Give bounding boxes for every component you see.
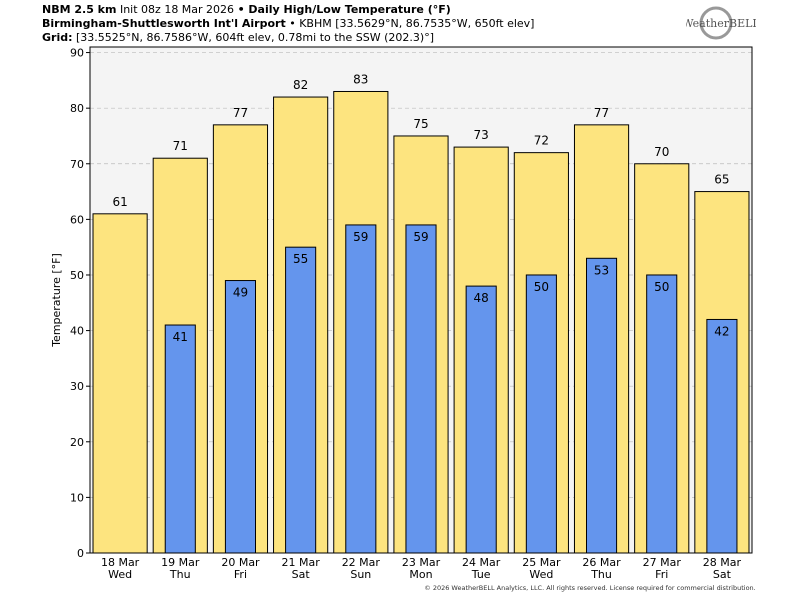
value-label: 61 [112, 195, 127, 209]
x-tick-weekday: Fri [234, 568, 247, 581]
y-tick-label: 90 [70, 47, 84, 60]
value-label: 55 [293, 252, 308, 266]
high-bar [92, 213, 148, 554]
init: Init 08z 18 Mar 2026 [119, 3, 235, 16]
x-tick-label: 18 Mar [101, 556, 140, 569]
grid-info: [33.5525°N, 86.7586°W, 604ft elev, 0.78m… [76, 31, 434, 44]
x-tick-weekday: Wed [529, 568, 553, 581]
y-axis-label: Temperature [°F] [50, 253, 63, 348]
low-bar [345, 224, 377, 554]
x-tick-weekday: Thu [590, 568, 612, 581]
value-label: 41 [173, 330, 188, 344]
y-tick-label: 60 [70, 213, 84, 226]
y-tick-label: 70 [70, 158, 84, 171]
value-label: 59 [413, 230, 428, 244]
y-tick-label: 50 [70, 269, 84, 282]
station: Birmingham-Shuttlesworth Int'l Airport [42, 17, 286, 30]
value-label: 77 [233, 106, 248, 120]
value-label: 73 [474, 128, 489, 142]
x-tick-label: 20 Mar [221, 556, 260, 569]
value-label: 83 [353, 72, 368, 86]
low-bar [465, 285, 497, 554]
model: NBM 2.5 km [42, 3, 117, 16]
value-label: 49 [233, 286, 248, 300]
low-bar [586, 257, 618, 554]
x-tick-label: 23 Mar [402, 556, 441, 569]
low-bar [525, 274, 557, 554]
y-tick-label: 10 [70, 491, 84, 504]
x-tick-label: 25 Mar [522, 556, 561, 569]
low-bar [224, 280, 256, 554]
header-line: Grid: [33.5525°N, 86.7586°W, 604ft elev,… [42, 31, 534, 45]
x-tick-label: 22 Mar [342, 556, 381, 569]
header: NBM 2.5 km Init 08z 18 Mar 2026 • Daily … [42, 3, 534, 45]
value-label: 53 [594, 263, 609, 277]
x-tick-weekday: Tue [471, 568, 491, 581]
x-tick-weekday: Sat [713, 568, 732, 581]
product: • Daily High/Low Temperature (°F) [237, 3, 451, 16]
logo: WeatherBELL [686, 6, 756, 40]
value-label: 82 [293, 78, 308, 92]
value-label: 50 [534, 280, 549, 294]
value-label: 75 [413, 117, 428, 131]
x-tick-weekday: Sun [350, 568, 371, 581]
y-tick-label: 80 [70, 102, 84, 115]
value-label: 72 [534, 134, 549, 148]
x-tick-label: 21 Mar [282, 556, 321, 569]
y-tick-label: 20 [70, 436, 84, 449]
low-bar [706, 318, 738, 554]
x-tick-weekday: Wed [108, 568, 132, 581]
x-tick-label: 28 Mar [703, 556, 742, 569]
value-label: 71 [173, 139, 188, 153]
x-tick-label: 24 Mar [462, 556, 501, 569]
value-label: 70 [654, 145, 669, 159]
grid-label: Grid: [42, 31, 73, 44]
low-bar [164, 324, 196, 554]
x-tick-label: 19 Mar [161, 556, 200, 569]
value-label: 42 [714, 324, 729, 338]
x-tick-weekday: Fri [655, 568, 668, 581]
y-tick-label: 0 [77, 547, 84, 560]
logo-text: WeatherBELL [686, 17, 756, 30]
x-tick-weekday: Thu [169, 568, 191, 581]
value-label: 77 [594, 106, 609, 120]
y-tick-label: 30 [70, 380, 84, 393]
y-tick-label: 40 [70, 325, 84, 338]
value-label: 48 [474, 291, 489, 305]
x-tick-label: 27 Mar [643, 556, 682, 569]
low-bar [646, 274, 678, 554]
header-line: Birmingham-Shuttlesworth Int'l Airport •… [42, 17, 534, 31]
logo-swirl [699, 6, 733, 40]
header-line: NBM 2.5 km Init 08z 18 Mar 2026 • Daily … [42, 3, 534, 17]
footer: © 2026 WeatherBELL Analytics, LLC. All r… [424, 584, 755, 592]
value-label: 65 [714, 173, 729, 187]
x-tick-weekday: Mon [409, 568, 432, 581]
x-tick-weekday: Sat [292, 568, 311, 581]
value-label: 50 [654, 280, 669, 294]
low-bar [285, 246, 317, 554]
station-info: • KBHM [33.5629°N, 86.7535°W, 650ft elev… [289, 17, 535, 30]
plot-frame [89, 46, 753, 554]
x-tick-label: 26 Mar [582, 556, 621, 569]
value-label: 59 [353, 230, 368, 244]
low-bar [405, 224, 437, 554]
